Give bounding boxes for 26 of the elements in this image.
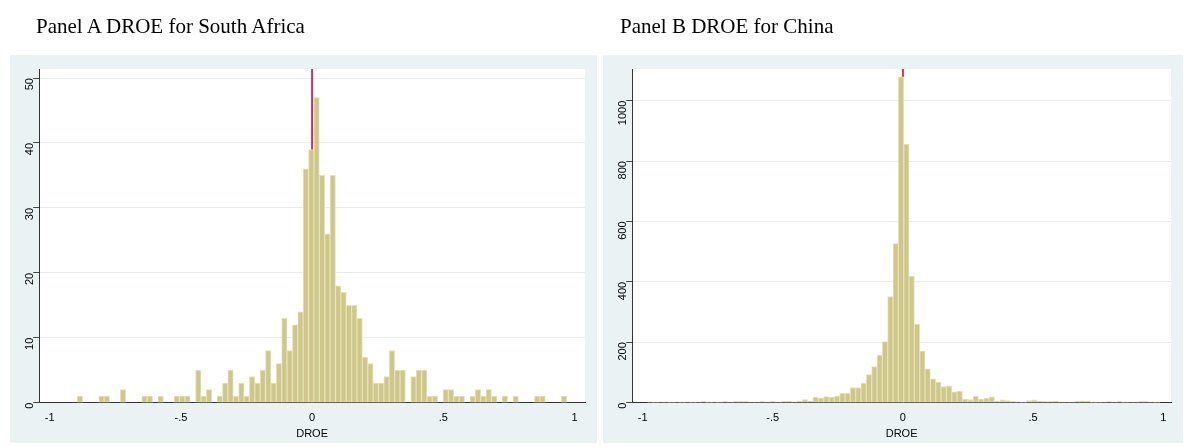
y-tick-label: 0 [23, 402, 36, 409]
x-tick-label: 0 [309, 411, 316, 424]
y-tick-label: 20 [23, 272, 36, 286]
y-tick-label: 10 [23, 337, 36, 350]
y-tick-label: 0 [616, 402, 629, 409]
y-tick-label: 400 [616, 281, 629, 301]
y-tick-label: 1000 [616, 100, 629, 126]
x-tick-label: -.5 [174, 411, 188, 424]
x-tick-label: .5 [438, 411, 448, 424]
chart-title: Panel B DROE for China [620, 14, 834, 39]
y-tick-label: 800 [616, 161, 629, 180]
y-tick-label: 30 [23, 207, 36, 221]
x-tick-label: -1 [44, 411, 55, 424]
x-axis-title: DROE [296, 427, 328, 440]
y-tick-label: 200 [616, 342, 629, 361]
x-tick-label: -1 [637, 411, 648, 424]
y-tick-label: 50 [23, 78, 36, 91]
x-tick-label: 1 [1160, 411, 1167, 424]
y-tick-label: 600 [616, 221, 629, 240]
x-tick-label: -.5 [766, 411, 780, 424]
x-tick-label: 0 [899, 411, 906, 424]
x-tick-label: .5 [1028, 411, 1038, 424]
x-axis-title: DROE [885, 427, 918, 440]
chart-title: Panel A DROE for South Africa [36, 14, 305, 39]
x-tick-label: 1 [571, 411, 578, 424]
y-tick-label: 40 [23, 142, 36, 156]
